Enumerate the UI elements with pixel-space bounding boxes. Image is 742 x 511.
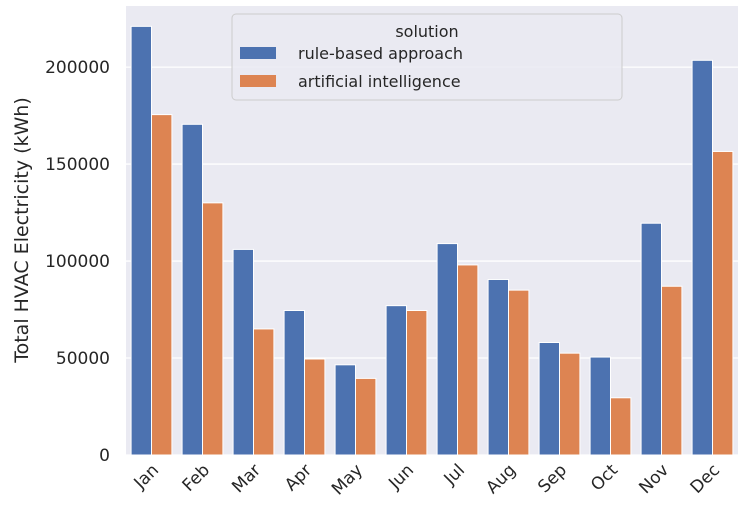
legend-swatch-ai: [240, 75, 276, 87]
x-tick-label-jun: Jun: [384, 460, 418, 494]
gridlines: [126, 66, 738, 456]
y-tick-label: 50000: [56, 349, 110, 369]
bar-ai-jun: [406, 310, 428, 456]
bar-rule-based-nov: [640, 222, 662, 456]
bar-rule-based-jul: [436, 243, 459, 456]
x-tick-label-dec: Dec: [687, 460, 724, 497]
y-axis-title: Total HVAC Electricity (kWh): [11, 97, 33, 364]
bar-ai-jul: [457, 264, 479, 456]
bar-ai-sep: [559, 352, 581, 456]
x-tick-label-may: May: [328, 460, 367, 499]
y-tick-label: 0: [99, 446, 110, 466]
x-tick-label-mar: Mar: [228, 460, 265, 497]
legend-swatch-rule-based: [240, 47, 276, 59]
bar-ai-feb: [202, 202, 224, 456]
bar-ai-oct: [610, 397, 632, 456]
x-tick-label-jul: Jul: [440, 460, 469, 489]
x-tick-label-feb: Feb: [179, 460, 214, 495]
y-tick-label: 150000: [45, 155, 110, 175]
bar-rule-based-jun: [385, 305, 408, 456]
bar-ai-jan: [151, 114, 173, 456]
legend-title: solution: [395, 22, 458, 41]
x-tick-label-jan: Jan: [130, 460, 163, 493]
bar-rule-based-oct: [589, 356, 611, 456]
bar-ai-nov: [661, 285, 683, 456]
bar-ai-apr: [304, 358, 326, 456]
bar-rule-based-apr: [283, 310, 306, 456]
x-tick-label-nov: Nov: [635, 460, 673, 498]
bar-ai-mar: [253, 328, 275, 456]
y-tick-labels: 0 50000 100000 150000 200000: [45, 58, 110, 466]
x-tick-label-apr: Apr: [281, 460, 316, 495]
legend-label-rule-based: rule-based approach: [298, 44, 463, 63]
x-tick-label-aug: Aug: [482, 460, 520, 498]
bar-ai-dec: [712, 150, 734, 456]
bar-rule-based-sep: [538, 342, 560, 456]
x-tick-labels: Jan Feb Mar Apr May Jun Jul Aug Sep Oct Nov Dec: [130, 460, 724, 499]
bar-rule-based-jan: [130, 25, 153, 456]
bars: [130, 25, 734, 456]
legend-label-ai: artificial intelligence: [298, 72, 461, 91]
bar-rule-based-feb: [181, 123, 204, 456]
x-tick-label-oct: Oct: [587, 460, 622, 495]
bar-ai-may: [355, 377, 377, 456]
legend: solution rule-based approach artificial …: [231, 13, 623, 101]
bar-rule-based-aug: [487, 278, 510, 456]
y-tick-label: 100000: [45, 252, 110, 272]
y-tick-label: 200000: [45, 58, 110, 78]
x-tick-label-sep: Sep: [534, 460, 571, 497]
legend-box: [231, 13, 623, 101]
bar-rule-based-may: [334, 364, 357, 456]
bar-rule-based-mar: [232, 248, 255, 456]
bar-ai-aug: [508, 289, 530, 456]
bar-rule-based-dec: [691, 59, 713, 456]
